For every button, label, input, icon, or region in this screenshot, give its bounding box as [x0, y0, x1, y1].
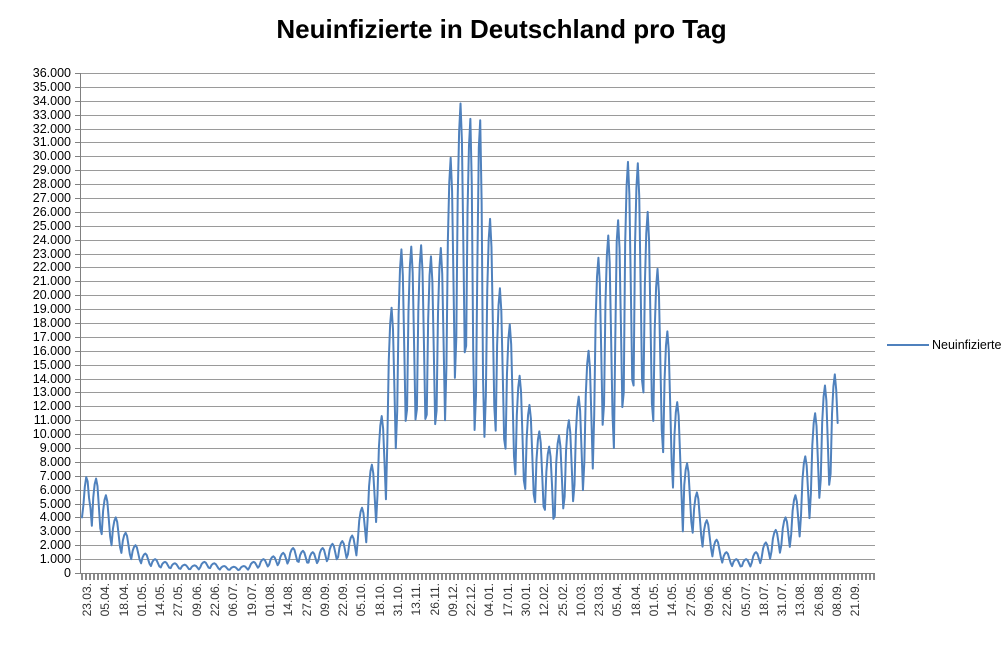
x-axis-label: 05.07. [738, 583, 753, 617]
x-axis-labels: 23.03. 05.04. 18.04. 01.05. 14.05. 27.05. 09.0… [80, 583, 885, 649]
y-axis-label: 18.000 [32, 316, 71, 330]
x-axis-label: 31.07. [775, 583, 790, 617]
y-axis-label: 1.000 [39, 552, 71, 567]
x-axis-label: 09.06. [189, 583, 204, 617]
x-axis-label: 09.09. [317, 583, 332, 617]
x-axis-label: 10.03. [573, 583, 588, 617]
y-axis-label: 14.000 [32, 371, 71, 386]
x-axis-label: 09.12. [445, 583, 460, 617]
x-axis-label: 05.10. [354, 583, 369, 617]
y-axis-label: 16.000 [32, 343, 71, 358]
y-axis-label: 11.000 [33, 413, 71, 428]
y-axis-label: 6.000 [39, 482, 71, 497]
y-axis-label: 2.000 [39, 538, 71, 553]
x-axis-tick-band [81, 574, 875, 580]
x-axis-label: 05.04. [610, 583, 625, 617]
x-axis-label: 22.09. [336, 583, 351, 617]
x-axis-label: 26.11. [427, 583, 442, 616]
x-axis-label: 09.06. [701, 583, 716, 617]
y-axis-label: 24.000 [32, 232, 71, 247]
x-axis-label: 04.01. [482, 583, 497, 617]
data-series-line [81, 102, 839, 572]
x-axis-label: 23.03. [592, 583, 607, 617]
y-axis-label: 28.000 [32, 177, 71, 192]
x-axis-label: 19.07. [244, 583, 259, 617]
legend: Neuinfizierte [887, 338, 1001, 352]
x-axis-label: 14.08. [281, 583, 296, 617]
x-axis-label: 18.07. [756, 583, 771, 617]
x-axis-label: 31.10. [390, 583, 405, 617]
x-axis-label: 13.11. [409, 583, 424, 616]
x-axis-label: 01.05. [647, 583, 662, 617]
x-axis-label: 27.05. [683, 583, 698, 617]
legend-line-marker [887, 344, 929, 346]
y-axis-label: 7.000 [39, 468, 71, 483]
y-axis-label: 36.000 [32, 66, 71, 80]
y-axis-label: 22.000 [32, 260, 71, 275]
y-axis-label: 3.000 [39, 524, 71, 539]
y-axis-label: 9.000 [39, 441, 71, 455]
x-axis-label: 17.01. [500, 583, 515, 617]
x-axis-label: 22.12. [464, 583, 479, 617]
y-axis-label: 34.000 [32, 93, 71, 108]
x-axis-label: 25.02. [555, 583, 570, 617]
chart-title: Neuinfizierte in Deutschland pro Tag [276, 14, 727, 44]
y-axis-label: 12.000 [32, 399, 71, 414]
x-axis-label: 22.06. [208, 583, 223, 617]
y-axis-label: 13.000 [32, 385, 71, 400]
y-axis-label: 4.000 [39, 510, 71, 525]
legend-label: Neuinfizierte [932, 338, 1002, 352]
y-axis-label: 8.000 [39, 454, 71, 469]
y-axis-label: 5.000 [39, 496, 71, 511]
x-axis-label: 27.08. [299, 583, 314, 617]
y-axis-label: 30.000 [32, 149, 71, 164]
y-axis-label: 33.000 [32, 107, 71, 122]
x-axis-label: 01.05. [134, 583, 149, 617]
plot-area [75, 73, 875, 574]
x-axis-label: 05.04. [98, 583, 113, 617]
x-axis-label: 18.04. [628, 583, 643, 617]
y-axis-label: 26.000 [32, 204, 71, 219]
y-axis-label: 17.000 [32, 329, 71, 344]
y-axis-label: 27.000 [32, 191, 71, 205]
x-axis-label: 30.01. [519, 583, 534, 617]
x-axis-label: 06.07. [226, 583, 241, 617]
y-axis-label: 10.000 [32, 427, 71, 442]
x-axis-label: 18.04. [116, 583, 131, 617]
x-axis-label: 18.10. [372, 583, 387, 617]
x-axis-label: 14.05. [153, 583, 168, 617]
y-axis-label: 20.000 [32, 288, 71, 303]
x-axis-label: 08.09. [830, 583, 844, 617]
x-axis-label: 27.05. [171, 583, 186, 617]
x-axis-label: 22.06. [720, 583, 735, 617]
x-axis-label: 13.08. [793, 583, 808, 617]
y-axis-label: 32.000 [32, 121, 71, 136]
y-axis-label: 0 [64, 566, 71, 580]
x-axis-label: 21.09. [848, 583, 863, 617]
y-axis-label: 21.000 [32, 274, 71, 289]
x-axis-label: 12.02. [537, 583, 552, 617]
y-axis-labels: 36.000 35.000 34.000 33.000 32.000 31.000 30.0… [0, 66, 71, 593]
y-axis-label: 31.000 [32, 135, 71, 150]
y-axis-label: 35.000 [32, 79, 71, 94]
y-axis-label: 15.000 [32, 357, 71, 372]
x-axis-label: 26.08. [811, 583, 826, 617]
x-axis-label: 23.03. [80, 583, 94, 617]
y-axis-label: 29.000 [32, 163, 71, 178]
y-axis-label: 23.000 [32, 246, 71, 261]
x-axis-label: 01.08. [262, 583, 277, 617]
y-axis-label: 19.000 [32, 302, 71, 317]
x-axis-label: 14.05. [665, 583, 680, 617]
y-axis-label: 25.000 [32, 218, 71, 233]
